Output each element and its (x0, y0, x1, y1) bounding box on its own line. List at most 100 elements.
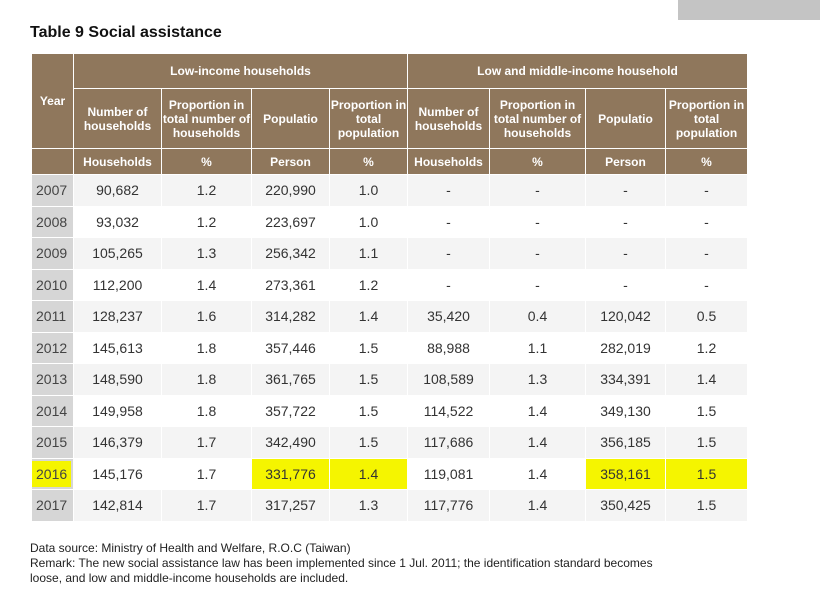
cell-value: 146,379 (92, 434, 143, 451)
cell-value: 1.3 (196, 245, 217, 262)
cell-value: 1.8 (196, 402, 217, 419)
remark-line-1: Remark: The new social assistance law ha… (30, 556, 653, 570)
cell-mid-prop-population: 1.5 (665, 489, 748, 522)
cell-low-prop-population: 1.2 (329, 268, 408, 301)
cell-low-prop-households: 1.8 (161, 394, 252, 427)
cell-value: - (535, 276, 540, 293)
cell-year: 2009 (31, 237, 74, 270)
cell-low-prop-population: 1.0 (329, 205, 408, 238)
cell-low-prop-households: 1.7 (161, 457, 252, 490)
cell-value: - (446, 182, 451, 199)
cell-mid-prop-households: - (489, 174, 586, 207)
col-mid-prop-population: Proportion in total population (665, 88, 748, 149)
cell-mid-population: 349,130 (585, 394, 666, 427)
cell-value: - (623, 276, 628, 293)
unit-mid-percent-population: % (665, 148, 748, 175)
cell-mid-population: - (585, 268, 666, 301)
cell-year: 2014 (31, 394, 74, 427)
cell-value: 1.1 (527, 339, 548, 356)
cell-value: 105,265 (92, 245, 143, 262)
cell-low-population: 223,697 (251, 205, 330, 238)
cell-mid-num-households: 119,081 (407, 457, 490, 490)
cell-value: 358,161 (600, 465, 651, 482)
cell-value: 273,361 (265, 276, 316, 293)
cell-low-prop-population: 1.5 (329, 363, 408, 396)
unit-mid-households: Households (407, 148, 490, 175)
cell-mid-prop-population: - (665, 174, 748, 207)
table-row: 2016 145,176 1.7 331,776 1.4 119,081 1.4 358,16… (31, 457, 748, 490)
cell-value: 1.3 (527, 371, 548, 388)
cell-value: 1.5 (696, 465, 717, 482)
cell-low-population: 220,990 (251, 174, 330, 207)
cell-value: 1.5 (358, 371, 379, 388)
cell-value: 120,042 (600, 308, 651, 325)
cell-low-prop-population: 1.5 (329, 426, 408, 459)
cell-year: 2013 (31, 363, 74, 396)
cell-low-prop-households: 1.6 (161, 300, 252, 333)
year-text: 2009 (36, 245, 68, 262)
cell-low-prop-households: 1.8 (161, 331, 252, 364)
cell-mid-prop-population: 1.5 (665, 394, 748, 427)
cell-mid-prop-households: - (489, 268, 586, 301)
cell-value: 0.5 (696, 308, 717, 325)
table-title: Table 9 Social assistance (30, 24, 222, 41)
unit-year-blank (31, 148, 74, 175)
cell-low-num-households: 128,237 (73, 300, 162, 333)
cell-mid-prop-population: 1.4 (665, 363, 748, 396)
cell-value: - (704, 245, 709, 262)
cell-mid-population: - (585, 205, 666, 238)
cell-low-population: 331,776 (251, 457, 330, 490)
cell-value: - (704, 213, 709, 230)
cell-value: 1.4 (358, 308, 379, 325)
cell-low-prop-population: 1.1 (329, 237, 408, 270)
cell-low-prop-population: 1.0 (329, 174, 408, 207)
cell-mid-prop-population: 1.2 (665, 331, 748, 364)
col-low-population: Populatio (251, 88, 330, 149)
cell-value: 1.8 (196, 339, 217, 356)
cell-mid-prop-households: 1.4 (489, 394, 586, 427)
cell-value: 282,019 (600, 339, 651, 356)
cell-mid-prop-households: 1.4 (489, 489, 586, 522)
group-mid-income-header: Low and middle-income household (407, 53, 748, 89)
year-text: 2017 (36, 497, 68, 514)
cell-value: 119,081 (423, 465, 474, 482)
cell-low-population: 342,490 (251, 426, 330, 459)
cell-low-num-households: 105,265 (73, 237, 162, 270)
cell-value: 108,589 (423, 371, 474, 388)
cell-value: 1.1 (358, 245, 379, 262)
cell-value: 148,590 (92, 371, 143, 388)
cell-value: 356,185 (600, 434, 651, 451)
cell-value: 1.5 (358, 434, 379, 451)
cell-mid-population: 334,391 (585, 363, 666, 396)
cell-value: 220,990 (265, 182, 316, 199)
cell-value: 1.7 (196, 497, 217, 514)
cell-mid-prop-population: 0.5 (665, 300, 748, 333)
unit-low-percent-households: % (161, 148, 252, 175)
social-assistance-table: Year Low-income households Low and middl… (31, 53, 748, 522)
cell-value: 117,686 (423, 434, 474, 451)
cell-low-population: 357,722 (251, 394, 330, 427)
cell-mid-num-households: 117,776 (407, 489, 490, 522)
cell-value: 1.4 (196, 276, 217, 293)
cell-value: 117,776 (423, 497, 474, 514)
cell-value: 256,342 (265, 245, 316, 262)
col-low-num-households: Number of households (73, 88, 162, 149)
table-row: 2007 90,682 1.2 220,990 1.0 - - - - (31, 174, 748, 207)
year-text: 2016 (32, 460, 72, 487)
cell-mid-prop-households: 0.4 (489, 300, 586, 333)
cell-mid-prop-population: 1.5 (665, 457, 748, 490)
unit-low-person: Person (251, 148, 330, 175)
cell-mid-num-households: - (407, 174, 490, 207)
table-row: 2017 142,814 1.7 317,257 1.3 117,776 1.4 350,42… (31, 489, 748, 522)
cell-value: 1.0 (358, 182, 379, 199)
cell-value: 1.5 (358, 402, 379, 419)
cell-value: 149,958 (92, 402, 143, 419)
cell-low-population: 317,257 (251, 489, 330, 522)
cell-low-population: 314,282 (251, 300, 330, 333)
cell-value: 314,282 (265, 308, 316, 325)
cell-low-population: 361,765 (251, 363, 330, 396)
col-low-prop-households: Proportion in total number of households (161, 88, 252, 149)
cell-value: 88,988 (427, 339, 470, 356)
cell-value: 1.7 (196, 434, 217, 451)
cell-year: 2011 (31, 300, 74, 333)
